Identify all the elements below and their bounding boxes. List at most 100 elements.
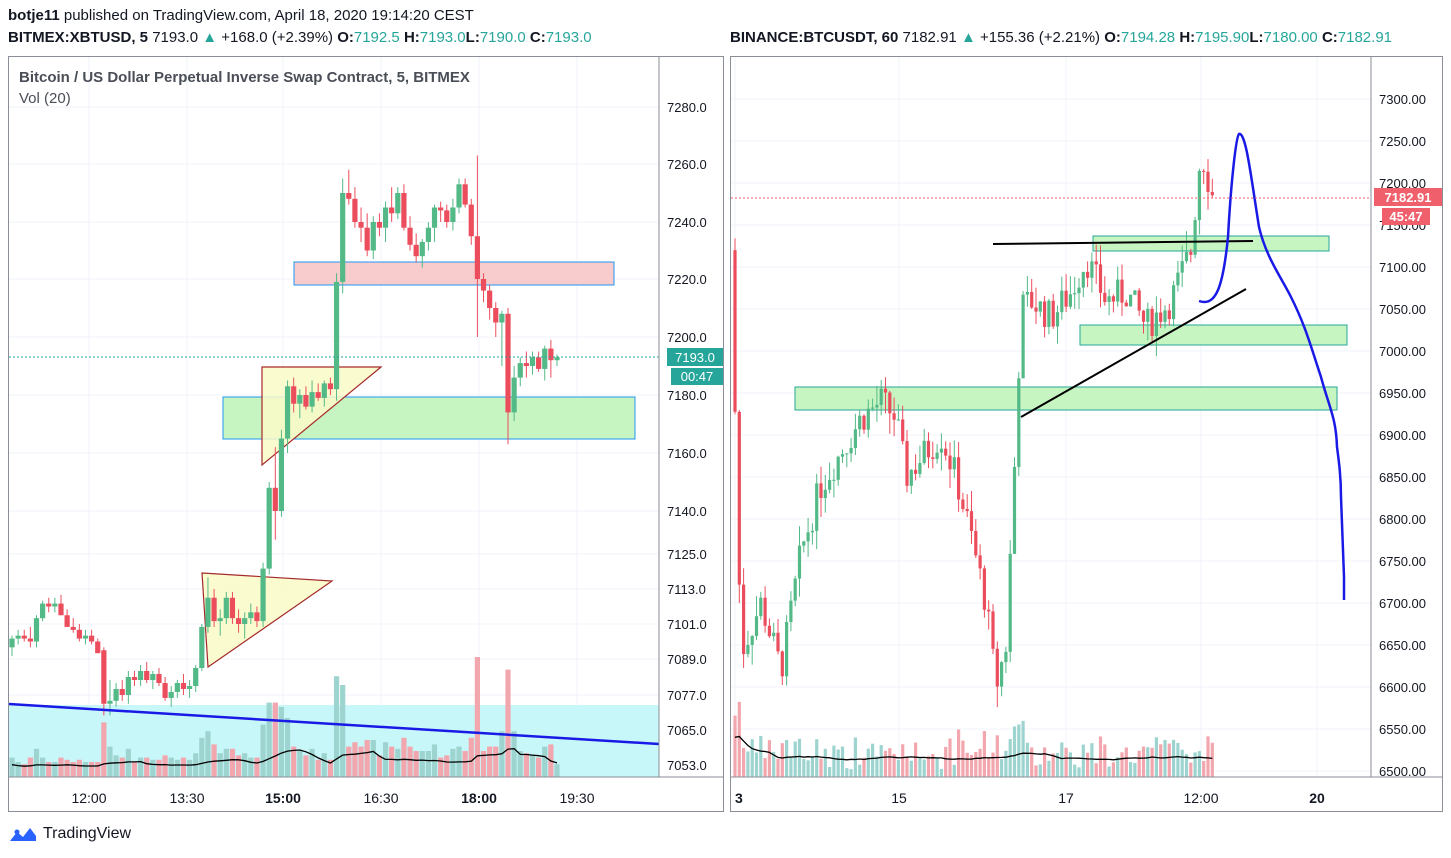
time-tick-label[interactable]: 15:00 (265, 790, 301, 806)
candle-body (382, 207, 389, 228)
left-open: 7192.5 (353, 29, 400, 46)
left-chart-svg[interactable]: 7280.0 7260.0 7240.0 7220.0 7200.0 7180.0 7160… (8, 57, 723, 811)
volume-bar (58, 757, 64, 777)
candle-body (1193, 220, 1197, 255)
red-resistance-zone[interactable] (293, 261, 615, 286)
volume-bar (119, 757, 125, 777)
price-tick-label[interactable]: 6950.00 (1379, 386, 1426, 401)
price-tick-label[interactable]: 7240.0 (667, 215, 707, 230)
time-tick-label[interactable]: 12:00 (71, 790, 106, 806)
price-tick-label[interactable]: 7140.0 (667, 504, 707, 519)
green-zone-lower[interactable] (794, 386, 1338, 411)
candle-body (1197, 170, 1201, 221)
price-tick-label[interactable]: 7260.0 (667, 157, 707, 172)
price-tick-label[interactable]: 7300.00 (1379, 92, 1426, 107)
candle-body (333, 281, 340, 390)
time-tick-label[interactable]: 13:30 (169, 790, 204, 806)
volume-bar (9, 757, 15, 777)
candle-body (199, 626, 205, 668)
green-zone-upper[interactable] (1092, 235, 1330, 252)
volume-bar (199, 737, 205, 777)
time-tick-label[interactable]: 16:30 (363, 790, 398, 806)
volume-bar (1073, 764, 1077, 777)
price-tick-label[interactable]: 6700.00 (1379, 596, 1426, 611)
price-tick-label[interactable]: 6650.00 (1379, 638, 1426, 653)
candle-body (871, 407, 875, 409)
left-chart-pane[interactable]: 7280.0 7260.0 7240.0 7220.0 7200.0 7180.0 7160… (8, 56, 724, 812)
time-tick-label[interactable]: 20 (1309, 790, 1325, 806)
price-tick-label[interactable]: 7089.0 (667, 652, 707, 667)
price-tick-label[interactable]: 6550.00 (1379, 722, 1426, 737)
price-tick-label[interactable]: 7065.0 (667, 723, 707, 738)
time-tick-label[interactable]: 18:00 (461, 790, 497, 806)
volume-bar (746, 751, 750, 777)
left-time-axis[interactable]: 12:00 13:30 15:00 16:30 18:00 19:30 (71, 790, 594, 806)
tradingview-brand[interactable]: TradingView (43, 825, 132, 842)
price-tick-label[interactable]: 7113.0 (667, 582, 706, 597)
price-tick-label[interactable]: 6900.00 (1379, 428, 1426, 443)
time-tick-label[interactable]: 19:30 (559, 790, 594, 806)
price-tick-label[interactable]: 6850.00 (1379, 470, 1426, 485)
blue-projection-path[interactable] (1198, 132, 1346, 600)
price-tick-label[interactable]: 6800.00 (1379, 512, 1426, 527)
right-high: 7195.90 (1195, 29, 1250, 46)
price-tick-label[interactable]: 7050.00 (1379, 302, 1426, 317)
price-tick-label[interactable]: 7101.0 (667, 617, 707, 632)
price-tick-label[interactable]: 7180.0 (667, 388, 707, 403)
volume-bar (742, 748, 746, 777)
candle-body (793, 578, 797, 601)
right-chart-svg[interactable]: 7300.007250.007200.007150.007100.007050.… (731, 57, 1442, 811)
volume-bar (327, 759, 334, 777)
candle-body (27, 638, 33, 642)
yellow-triangle-lower[interactable] (201, 572, 334, 669)
price-tick-label[interactable]: 7077.0 (667, 688, 707, 703)
candle-body (193, 668, 199, 686)
candle-body (922, 440, 926, 464)
right-time-axis[interactable]: 3 15 17 12:00 20 (735, 790, 1325, 806)
price-tick-label[interactable]: 7200.00 (1379, 176, 1426, 191)
volume-bar (759, 735, 763, 777)
price-tick-label[interactable]: 7250.00 (1379, 134, 1426, 149)
time-tick-label[interactable]: 17 (1058, 790, 1074, 806)
volume-bar (389, 746, 395, 777)
right-o-label: O: (1104, 29, 1121, 46)
price-tick-label[interactable]: 7000.00 (1379, 344, 1426, 359)
volume-bar (896, 759, 900, 777)
volume-bar (278, 707, 285, 777)
time-tick-label[interactable]: 12:00 (1183, 790, 1218, 806)
black-horizontal-line[interactable] (992, 240, 1254, 245)
price-tick-label[interactable]: 7280.0 (667, 100, 707, 115)
author-name[interactable]: botje11 (8, 7, 60, 24)
candle-body (1137, 290, 1141, 311)
volume-bar (346, 746, 352, 777)
price-tick-label[interactable]: 7053.0 (667, 758, 707, 773)
price-tick-label[interactable]: 7200.0 (667, 330, 707, 345)
green-zone-middle[interactable] (1079, 324, 1348, 346)
price-tick-label[interactable]: 7100.00 (1379, 260, 1426, 275)
left-price-axis[interactable]: 7280.0 7260.0 7240.0 7220.0 7200.0 7180.0 7160… (667, 100, 707, 773)
blue-trend-line[interactable] (8, 702, 660, 746)
price-tick-label[interactable]: 7160.0 (667, 446, 707, 461)
volume-bar (853, 737, 857, 777)
price-tick-label[interactable]: 6500.00 (1379, 764, 1426, 779)
volume-bar (845, 768, 849, 777)
volume-bar (1107, 766, 1111, 777)
price-tick-label[interactable]: 6600.00 (1379, 680, 1426, 695)
price-tick-label[interactable]: 7125.0 (667, 547, 707, 562)
candle-body (150, 674, 156, 680)
price-tick-label[interactable]: 7220.0 (667, 272, 707, 287)
time-tick-label[interactable]: 3 (735, 790, 743, 806)
right-chart-pane[interactable]: 7300.00 7250.00 7200.00 7150.00 7100.00 7050.… (730, 56, 1443, 812)
candle-body (815, 483, 819, 531)
right-last-price: 7182.91 (902, 29, 957, 46)
right-price-axis[interactable]: 7300.007250.007200.007150.007100.007050.… (1379, 92, 1426, 779)
volume-bar (89, 762, 95, 777)
volume-bar (309, 748, 315, 777)
price-tick-label[interactable]: 6750.00 (1379, 554, 1426, 569)
volume-bar (419, 751, 425, 777)
tradingview-logo-icon[interactable] (8, 824, 38, 844)
black-rising-trendline[interactable] (1020, 288, 1247, 418)
candle-body (1184, 251, 1189, 262)
time-tick-label[interactable]: 15 (891, 790, 907, 806)
volume-bar (832, 745, 836, 777)
